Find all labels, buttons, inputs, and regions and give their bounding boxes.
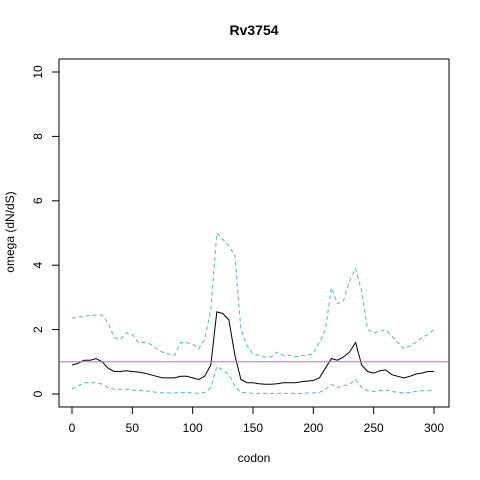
x-tick-label: 150 — [243, 421, 263, 435]
chart-title: Rv3754 — [229, 22, 278, 38]
x-tick-label: 50 — [126, 421, 140, 435]
x-tick-label: 0 — [69, 421, 76, 435]
y-tick-label: 0 — [31, 390, 45, 397]
y-tick-label: 6 — [31, 197, 45, 204]
lower-interval-line — [71, 365, 435, 394]
x-tick-label: 250 — [364, 421, 384, 435]
omega-estimate-line — [71, 311, 434, 385]
y-tick-label: 2 — [31, 326, 45, 333]
x-tick-label: 300 — [424, 421, 444, 435]
y-axis: 0 2 4 6 8 10 — [31, 65, 60, 397]
x-axis: 0 50 100 150 200 250 300 — [69, 406, 444, 435]
y-tick-label: 4 — [31, 262, 45, 269]
x-tick-label: 200 — [303, 421, 323, 435]
y-tick-label: 10 — [31, 65, 45, 79]
plot-layer — [59, 231, 449, 394]
y-tick-label: 8 — [31, 133, 45, 140]
plot-frame — [58, 58, 450, 408]
x-axis-label: codon — [238, 451, 271, 465]
y-axis-label: omega (dN/dS) — [3, 191, 17, 272]
upper-interval-line — [71, 231, 435, 358]
x-tick-label: 100 — [183, 421, 203, 435]
